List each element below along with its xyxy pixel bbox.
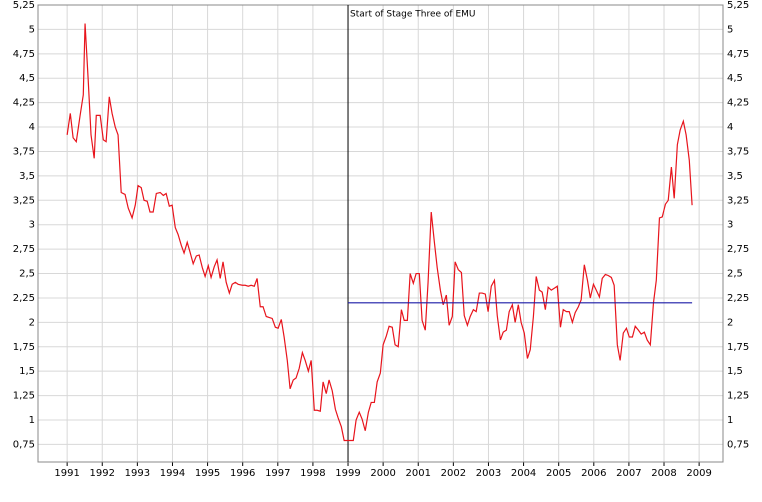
x-tick-label: 1991: [54, 468, 79, 479]
x-tick-label: 1995: [195, 468, 220, 479]
y2-tick-label: 4,25: [727, 98, 749, 109]
y-tick-label: 4,25: [13, 98, 35, 109]
y2-tick-label: 1,75: [727, 342, 749, 353]
y2-tick-label: 3: [727, 220, 733, 231]
x-tick-label: 1992: [90, 468, 115, 479]
x-tick-label: 2008: [651, 468, 676, 479]
y-tick-label: 2: [29, 317, 35, 328]
x-tick-label: 1996: [230, 468, 255, 479]
y2-tick-label: 1: [727, 415, 733, 426]
x-tick-label: 2004: [511, 468, 536, 479]
y2-tick-label: 5: [727, 24, 733, 35]
y2-tick-label: 3,25: [727, 195, 749, 206]
plot-frame: [37, 4, 724, 463]
y2-tick-label: 4: [727, 122, 733, 133]
y2-tick-label: 1,25: [727, 391, 749, 402]
y2-tick-label: 4,75: [727, 49, 749, 60]
x-tick-label: 2000: [370, 468, 395, 479]
y2-tick-label: 3,5: [727, 171, 743, 182]
y-tick-label: 2,5: [19, 269, 35, 280]
x-tick-label: 2002: [441, 468, 466, 479]
x-tick-label: 2006: [581, 468, 606, 479]
y-tick-label: 2,75: [13, 244, 35, 255]
y-tick-label: 4,5: [19, 73, 35, 84]
x-tick-label: 1993: [125, 468, 150, 479]
y2-tick-label: 2: [727, 317, 733, 328]
y-tick-label: 1: [29, 415, 35, 426]
y-tick-label: 0,75: [13, 439, 35, 450]
y2-tick-label: 4,5: [727, 73, 743, 84]
y-tick-label: 4: [29, 122, 35, 133]
y2-tick-label: 1,5: [727, 366, 743, 377]
y2-tick-label: 0,75: [727, 439, 749, 450]
x-tick-label: 2009: [686, 468, 711, 479]
y-tick-label: 3: [29, 220, 35, 231]
x-tick-label: 2003: [476, 468, 501, 479]
y-tick-label: 1,5: [19, 366, 35, 377]
x-tick-label: 1994: [160, 468, 185, 479]
y-tick-label: 3,25: [13, 195, 35, 206]
y2-tick-label: 2,5: [727, 269, 743, 280]
annotation: Start of Stage Three of EMU: [350, 10, 475, 20]
data-line: [66, 23, 693, 442]
x-tick-label: 2005: [546, 468, 571, 479]
y2-tick-label: 3,75: [727, 146, 749, 157]
y-tick-label: 1,75: [13, 342, 35, 353]
y-tick-label: 5,25: [13, 0, 35, 11]
x-tick-label: 1999: [335, 468, 360, 479]
x-tick-label: 2001: [406, 468, 431, 479]
y-tick-label: 3,75: [13, 146, 35, 157]
y-tick-label: 5: [29, 24, 35, 35]
y-tick-label: 1,25: [13, 391, 35, 402]
x-tick-label: 2007: [616, 468, 641, 479]
y2-tick-label: 5,25: [727, 0, 749, 11]
y2-tick-label: 2,25: [727, 293, 749, 304]
y2-tick-label: 2,75: [727, 244, 749, 255]
x-tick-label: 1997: [265, 468, 290, 479]
y-tick-label: 4,75: [13, 49, 35, 60]
y-tick-label: 3,5: [19, 171, 35, 182]
x-tick-label: 1998: [300, 468, 325, 479]
y-tick-label: 2,25: [13, 293, 35, 304]
